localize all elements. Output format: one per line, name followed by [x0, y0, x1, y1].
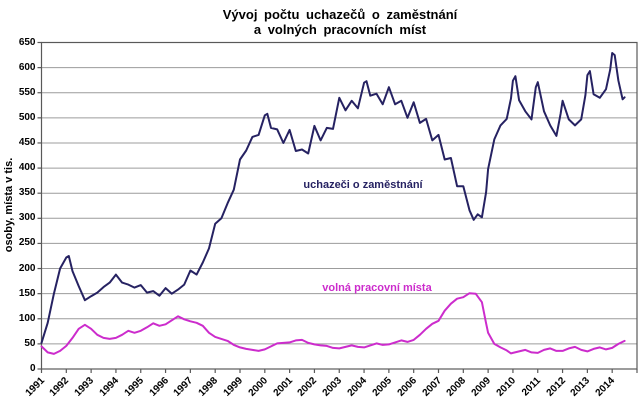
- y-tick-label: 350: [18, 187, 36, 199]
- y-tick-label: 50: [24, 337, 36, 349]
- chart-title-line2: a volných pracovních míst: [253, 22, 427, 37]
- plot-border: [40, 41, 638, 370]
- series-line-volna: [40, 292, 626, 355]
- chart-title-line1: Vývoj počtu uchazečů o zaměstnání: [222, 7, 458, 22]
- y-tick-label: 100: [18, 312, 36, 324]
- y-tick-label: 250: [18, 237, 36, 249]
- y-tick-label: 550: [18, 86, 36, 98]
- y-tick-label: 650: [18, 36, 36, 48]
- y-tick-label: 300: [18, 212, 36, 224]
- y-tick-label: 200: [18, 262, 36, 274]
- series-label-uchazeci: uchazeči o zaměstnání: [303, 179, 423, 191]
- y-tick-label: 150: [18, 287, 36, 299]
- series-label-volna: volná pracovní místa: [322, 282, 432, 294]
- y-tick-label: 400: [18, 162, 36, 174]
- y-tick-label: 500: [18, 111, 36, 123]
- y-tick-label: 600: [18, 61, 36, 73]
- y-tick-label: 0: [29, 363, 36, 374]
- chart-title: Vývoj počtu uchazečů o zaměstnání a voln…: [20, 7, 640, 37]
- series-line-uchazeci: [40, 52, 626, 344]
- y-tick-label: 450: [18, 136, 36, 148]
